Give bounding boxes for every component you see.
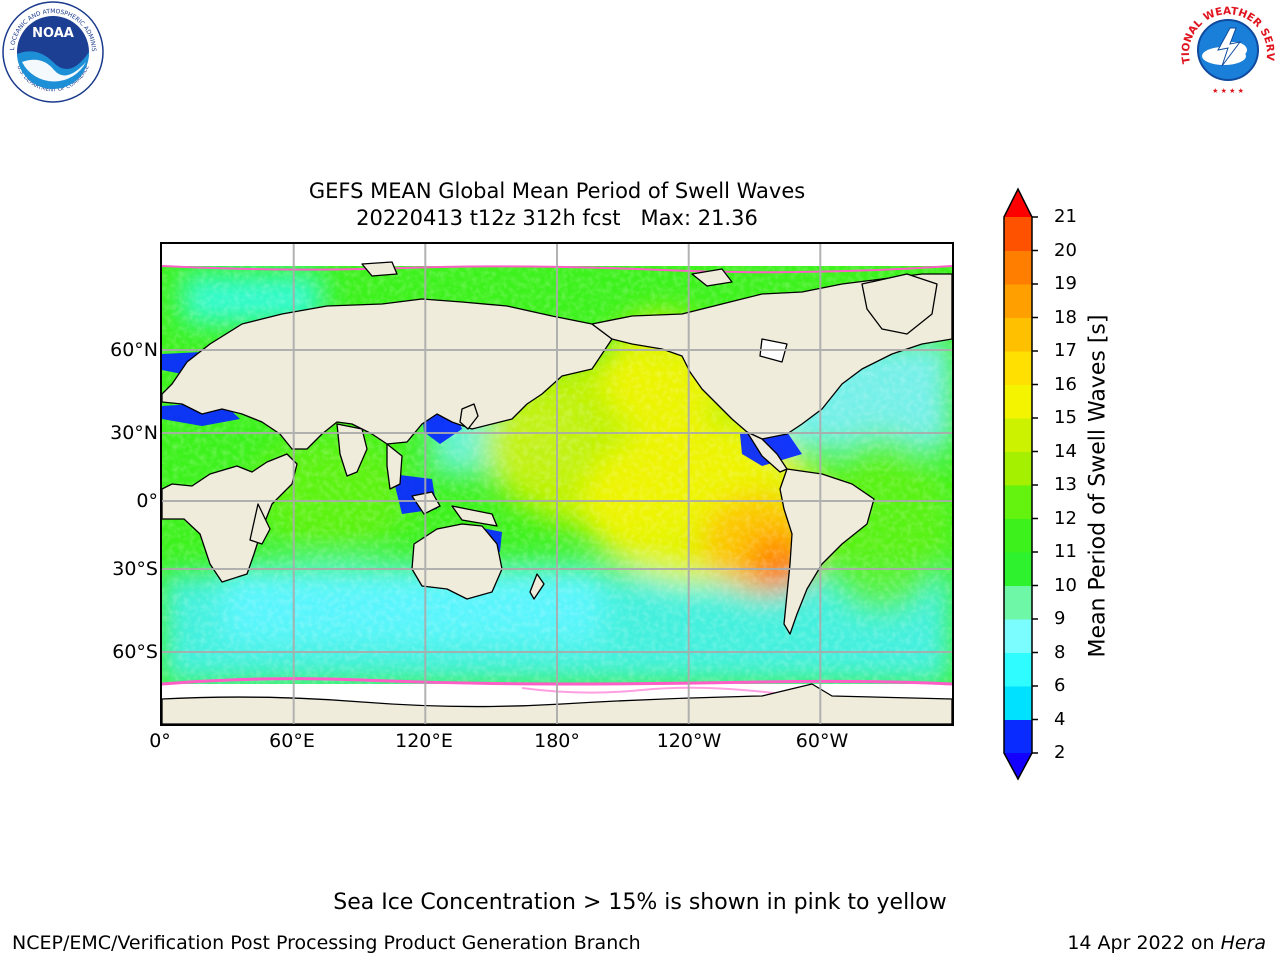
colorbar-segment (1004, 418, 1032, 452)
lat-label-30s: 30°S (112, 558, 158, 580)
colorbar-tick-label: 20 (1054, 239, 1077, 261)
colorbar-tick-label: 12 (1054, 507, 1077, 529)
colorbar-tick-label: 17 (1054, 340, 1077, 361)
lon-label-180: 180° (534, 730, 580, 752)
swell-period-map (162, 244, 952, 724)
chart-subtitle: 20220413 t12z 312h fcst Max: 21.36 (160, 205, 954, 231)
colorbar-tick-label: 18 (1054, 306, 1077, 328)
colorbar-tick-label: 14 (1054, 440, 1077, 462)
colorbar-tick-label: 8 (1054, 641, 1066, 663)
colorbar-over-extension (1004, 189, 1032, 217)
lat-label-30n: 30°N (110, 422, 158, 444)
chart-title: GEFS MEAN Global Mean Period of Swell Wa… (308, 179, 806, 203)
colorbar-segment (1004, 485, 1032, 519)
colorbar-segment (1004, 686, 1032, 720)
noaa-text: NOAA (32, 26, 74, 41)
lon-label-120w: 120°W (656, 730, 722, 752)
max-value: Max: 21.36 (640, 206, 758, 230)
map-frame (160, 242, 954, 726)
colorbar-segment (1004, 217, 1032, 251)
colorbar-segment (1004, 351, 1032, 385)
lon-label-120e: 120°E (395, 730, 453, 752)
colorbar-segment (1004, 317, 1032, 352)
colorbar-under-extension (1004, 753, 1032, 779)
nws-logo: NATIONAL WEATHER SERVICE ★ ★ ★ ★ (1174, 0, 1278, 100)
lat-label-60s: 60°S (112, 641, 158, 663)
colorbar-label: Mean Period of Swell Waves [s] (1085, 314, 1111, 658)
colorbar-tick-label: 19 (1054, 273, 1077, 294)
land-masses (162, 261, 952, 724)
noaa-logo: NATIONAL OCEANIC AND ATMOSPHERIC ADMINIS… (0, 0, 104, 104)
colorbar-tick-label: 10 (1054, 574, 1077, 596)
gridlines (162, 244, 952, 724)
lon-label-60e: 60°E (269, 730, 315, 752)
colorbar-segment (1004, 384, 1032, 419)
colorbar-tick-label: 6 (1054, 675, 1066, 696)
colorbar-tick-label: 2 (1054, 742, 1066, 763)
colorbar-segment (1004, 652, 1032, 687)
lon-label-60w: 60°W (795, 730, 849, 752)
machine-name: Hera (1220, 932, 1266, 954)
forecast-run: 20220413 t12z 312h fcst (356, 206, 621, 230)
colorbar-segment (1004, 552, 1032, 586)
colorbar-tick-label: 16 (1054, 373, 1077, 395)
colorbar (1003, 187, 1038, 781)
colorbar-segment (1004, 250, 1032, 285)
producer-credit: NCEP/EMC/Verification Post Processing Pr… (12, 932, 641, 954)
date-text: 14 Apr 2022 on (1067, 932, 1215, 954)
lat-label-equator: 0° (136, 490, 158, 512)
lon-label-0: 0° (149, 730, 171, 752)
colorbar-segment (1004, 284, 1032, 318)
colorbar-segment (1004, 719, 1032, 754)
svg-text:★ ★ ★ ★: ★ ★ ★ ★ (1212, 87, 1244, 95)
sea-ice-note: Sea Ice Concentration > 15% is shown in … (333, 890, 947, 915)
lat-label-60n: 60°N (110, 339, 158, 361)
colorbar-segment (1004, 451, 1032, 486)
colorbar-tick-label: 11 (1054, 541, 1077, 562)
colorbar-tick-label: 4 (1054, 708, 1066, 730)
colorbar-tick-label: 21 (1054, 206, 1077, 227)
generation-date: 14 Apr 2022 on Hera (1067, 932, 1266, 954)
colorbar-tick-label: 9 (1054, 608, 1066, 629)
colorbar-tick-label: 13 (1054, 474, 1077, 495)
colorbar-segment (1004, 585, 1032, 620)
colorbar-tick-label: 15 (1054, 407, 1077, 428)
colorbar-segment (1004, 619, 1032, 653)
colorbar-segment (1004, 518, 1032, 553)
